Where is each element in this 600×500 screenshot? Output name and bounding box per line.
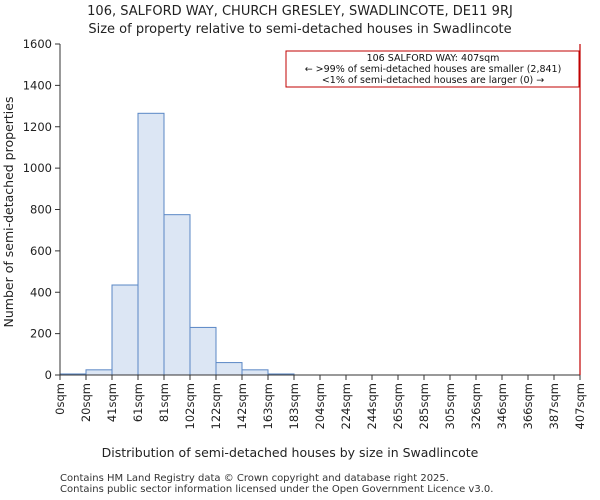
y-tick-label: 1600 [23, 37, 52, 51]
y-tick-label: 800 [30, 203, 52, 217]
histogram-bar [189, 326, 217, 376]
x-tick-label: 20sqm [79, 383, 93, 422]
histogram-bar [111, 284, 139, 376]
x-tick-label: 265sqm [391, 383, 405, 429]
x-tick-label: 224sqm [339, 383, 353, 429]
x-tick-label: 285sqm [417, 383, 431, 429]
x-tick-label: 61sqm [131, 383, 145, 422]
chart-title-line1: 106, SALFORD WAY, CHURCH GRESLEY, SWADLI… [87, 4, 513, 19]
x-tick-label: 183sqm [287, 383, 301, 429]
y-tick-label: 200 [30, 327, 52, 341]
x-tick-label: 204sqm [313, 383, 327, 429]
x-tick-label: 142sqm [235, 383, 249, 429]
annotation-line1: 106 SALFORD WAY: 407sqm [367, 53, 500, 64]
y-tick-label: 0 [45, 368, 52, 382]
annotation-line3: <1% of semi-detached houses are larger (… [322, 75, 544, 86]
x-ticks-group: 0sqm 20sqm 41sqm 61sqm 81sqm 102sqm 122sqm 142s… [53, 375, 587, 429]
x-axis-label: Distribution of semi-detached houses by … [102, 445, 479, 460]
x-tick-label: 346sqm [495, 383, 509, 429]
annotation-line2: ← >99% of semi-detached houses are small… [305, 64, 562, 75]
x-tick-label: 366sqm [521, 383, 535, 429]
bars-group [59, 112, 295, 376]
y-tick-label: 600 [30, 244, 52, 258]
y-axis-label: Number of semi-detached properties [1, 97, 16, 328]
annotation-box: 106 SALFORD WAY: 407sqm ← >99% of semi-d… [285, 50, 580, 88]
histogram-bar [137, 112, 165, 376]
annotation-box-frame [285, 50, 580, 88]
histogram-bar [241, 369, 269, 376]
x-tick-label: 407sqm [573, 383, 587, 429]
y-tick-label: 1200 [23, 120, 52, 134]
x-tick-label: 244sqm [365, 383, 379, 429]
x-tick-label: 41sqm [105, 383, 119, 422]
x-tick-label: 122sqm [209, 383, 223, 429]
y-tick-label: 1400 [23, 78, 52, 92]
x-tick-label: 163sqm [261, 383, 275, 429]
x-tick-label: 326sqm [469, 383, 483, 429]
histogram-bar [163, 214, 191, 376]
x-tick-label: 387sqm [547, 383, 561, 429]
footer-attribution-1: Contains HM Land Registry data © Crown c… [60, 473, 449, 484]
chart-title-line2: Size of property relative to semi-detach… [88, 22, 511, 37]
y-tick-label: 1000 [23, 161, 52, 175]
x-tick-label: 0sqm [53, 383, 67, 415]
x-tick-label: 305sqm [443, 383, 457, 429]
histogram-bar [215, 362, 243, 376]
y-tick-label: 400 [30, 285, 52, 299]
y-ticks-group: 0 200 400 600 800 1000 1200 1400 1600 [23, 37, 60, 382]
histogram-bar [85, 369, 113, 376]
x-tick-label: 102sqm [183, 383, 197, 429]
x-tick-label: 81sqm [157, 383, 171, 422]
footer-attribution-2: Contains public sector information licen… [60, 484, 494, 495]
